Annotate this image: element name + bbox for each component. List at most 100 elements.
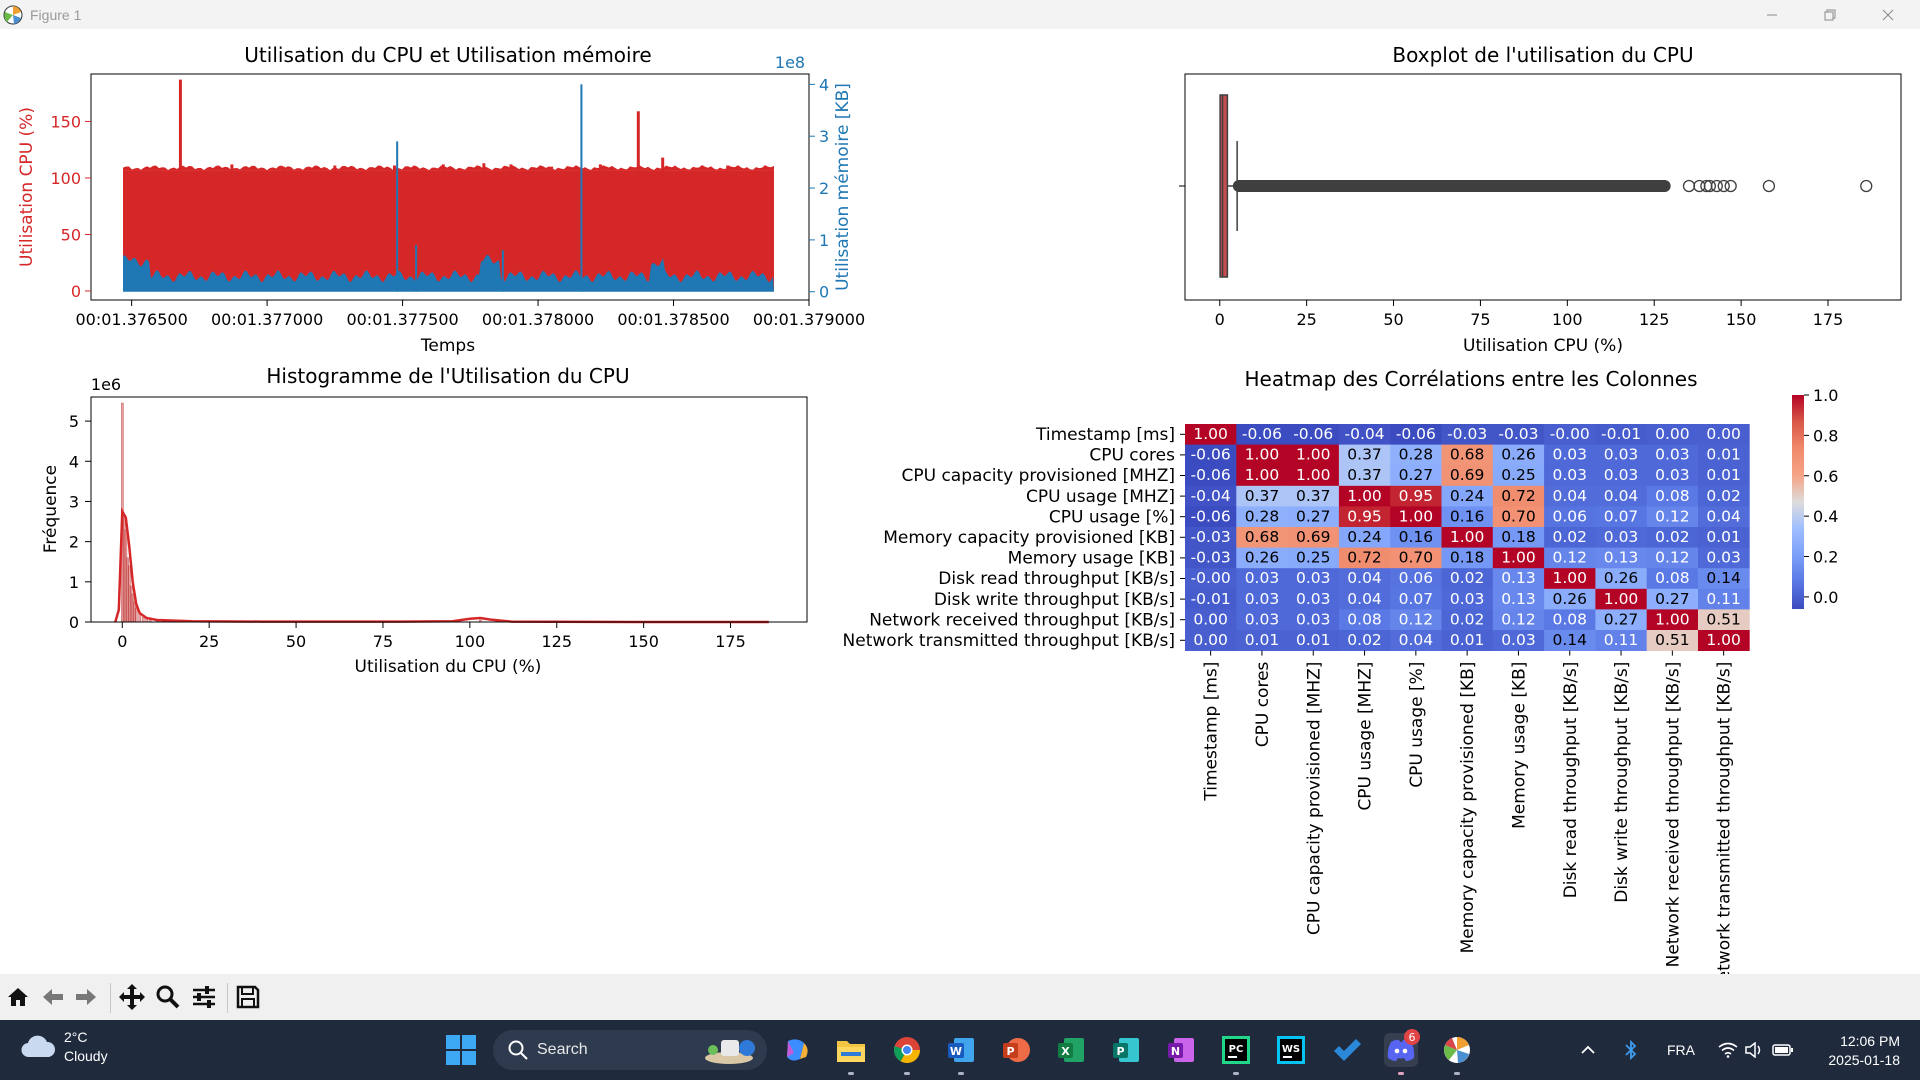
- heatmap-cell: [1287, 424, 1340, 445]
- timeseries-xtick-label: 00:01.377500: [346, 310, 458, 329]
- forward-icon: [76, 989, 96, 1005]
- heatmap-cell-value: 0.12: [1399, 610, 1434, 628]
- cpu-spike: [178, 79, 182, 172]
- taskbar-discord[interactable]: 6: [1384, 1029, 1420, 1075]
- taskbar-pycharm[interactable]: PC: [1219, 1033, 1253, 1075]
- memory-ylabel: Utilisation mémoire [KB]: [833, 83, 853, 291]
- heatmap-cell: [1646, 424, 1699, 445]
- heatmap-cell-value: 0.06: [1552, 507, 1587, 525]
- heatmap-cell-value: 0.08: [1347, 610, 1382, 628]
- taskbar-webstorm[interactable]: WS: [1274, 1033, 1308, 1067]
- heatmap-cell-value: 0.11: [1604, 631, 1639, 649]
- minimize-button[interactable]: [1743, 0, 1801, 29]
- heatmap-cell: [1698, 630, 1750, 651]
- figure-canvas[interactable]: Utilisation du CPU et Utilisation mémoir…: [0, 29, 1920, 974]
- zoom-button[interactable]: [152, 981, 184, 1013]
- close-button[interactable]: [1859, 0, 1917, 29]
- language-indicator[interactable]: FRA: [1667, 1042, 1695, 1058]
- heatmap-cell-value: 0.26: [1552, 590, 1587, 608]
- search-icon: [508, 1040, 528, 1060]
- histogram-kde-line: [114, 507, 769, 624]
- correlation-heatmap: Heatmap des Corrélations entre les Colon…: [843, 367, 1839, 974]
- heatmap-cell-value: -0.00: [1550, 425, 1590, 443]
- svg-text:X: X: [1061, 1045, 1070, 1058]
- close-icon: [1882, 9, 1894, 20]
- cpu-spike: [441, 164, 445, 172]
- configure-subplots-button[interactable]: [188, 981, 220, 1013]
- heatmap-cell-value: 0.69: [1450, 466, 1485, 484]
- pan-button[interactable]: [116, 981, 148, 1013]
- heatmap-cell-value: 0.06: [1399, 569, 1434, 587]
- heatmap-cell: [1338, 424, 1391, 445]
- memory-spike: [501, 250, 504, 292]
- heatmap-cell: [1287, 568, 1340, 590]
- heatmap-cell-value: 0.37: [1245, 487, 1280, 505]
- maximize-button[interactable]: [1801, 0, 1859, 29]
- heatmap-cell-value: 0.03: [1450, 590, 1485, 608]
- heatmap-cell: [1544, 630, 1596, 651]
- running-indicator: [1454, 1072, 1460, 1075]
- heatmap-cell: [1646, 465, 1699, 487]
- taskbar-publisher[interactable]: P: [1109, 1033, 1143, 1067]
- back-button[interactable]: [37, 981, 69, 1013]
- cpu-ylabel: Utilisation CPU (%): [17, 107, 37, 267]
- taskbar-matplotlib[interactable]: [1440, 1033, 1474, 1075]
- heatmap-cell: [1492, 444, 1545, 466]
- colorbar-tick-label: 0.4: [1813, 507, 1838, 526]
- timeseries-xtick-label: 00:01.377000: [211, 310, 323, 329]
- taskbar-todo[interactable]: [1330, 1033, 1364, 1067]
- heatmap-cell: [1390, 547, 1442, 569]
- weather-widget[interactable]: 2°C Cloudy: [20, 1028, 108, 1066]
- taskbar-powerpoint[interactable]: P: [999, 1033, 1033, 1067]
- taskbar-onenote[interactable]: N: [1164, 1033, 1198, 1067]
- taskbar-excel[interactable]: X: [1054, 1033, 1088, 1067]
- battery-tray[interactable]: [1772, 1020, 1794, 1080]
- heatmap-cell: [1544, 444, 1596, 466]
- save-button[interactable]: [232, 981, 264, 1013]
- bluetooth-tray[interactable]: [1624, 1020, 1638, 1080]
- heatmap-cell: [1595, 485, 1648, 507]
- cpu-boxplot: Boxplot de l'utilisation du CPU 0 25 50 75 1…: [1179, 43, 1902, 356]
- heatmap-cell-value: 0.03: [1296, 590, 1331, 608]
- home-button[interactable]: [2, 981, 34, 1013]
- heatmap-cell-value: 0.03: [1706, 549, 1741, 567]
- start-button[interactable]: [445, 1034, 477, 1066]
- search-label: Search: [537, 1041, 588, 1058]
- heatmap-cell-value: 0.02: [1450, 610, 1485, 628]
- taskbar-word[interactable]: W: [944, 1033, 978, 1075]
- boxplot-frame: [1184, 73, 1902, 301]
- cpu-spike: [392, 165, 396, 172]
- timeseries-xtick-label: 00:01.379000: [753, 310, 865, 329]
- taskbar-clock[interactable]: 12:06 PM 2025-01-18: [1800, 1032, 1900, 1070]
- heatmap-cell: [1492, 630, 1545, 651]
- volume-tray[interactable]: [1744, 1020, 1764, 1080]
- taskbar-copilot[interactable]: [780, 1033, 814, 1067]
- heatmap-cell: [1236, 465, 1288, 487]
- svg-text:WS: WS: [1282, 1044, 1300, 1055]
- heatmap-cell: [1544, 547, 1596, 569]
- cpu-spike: [661, 157, 665, 172]
- taskbar-search[interactable]: Search: [493, 1030, 767, 1070]
- heatmap-cell: [1492, 485, 1545, 507]
- heatmap-cell-value: 1.00: [1450, 528, 1485, 546]
- tray-overflow-button[interactable]: [1580, 1020, 1596, 1080]
- svg-text:P: P: [1006, 1045, 1014, 1058]
- heatmap-cell: [1287, 588, 1340, 610]
- forward-button[interactable]: [70, 981, 102, 1013]
- heatmap-cell: [1646, 444, 1699, 466]
- heatmap-row-label: CPU usage [%]: [1049, 507, 1175, 527]
- heatmap-cell: [1595, 609, 1648, 631]
- heatmap-cell: [1185, 527, 1237, 548]
- heatmap-cell-value: 0.02: [1552, 528, 1587, 546]
- cpu-ytick-label: 0: [71, 282, 81, 301]
- restore-icon: [1824, 9, 1836, 20]
- histogram-offset-text: 1e6: [91, 375, 121, 394]
- heatmap-cell: [1185, 424, 1237, 445]
- histogram-ytick-label: 0: [69, 613, 79, 632]
- heatmap-col-label: Timestamp [ms]: [1202, 662, 1222, 802]
- heatmap-cell: [1698, 568, 1750, 590]
- taskbar-file-explorer[interactable]: [834, 1033, 868, 1075]
- network-tray[interactable]: [1718, 1020, 1738, 1080]
- heatmap-col-label: CPU usage [%]: [1407, 662, 1427, 788]
- taskbar-chrome[interactable]: [890, 1033, 924, 1075]
